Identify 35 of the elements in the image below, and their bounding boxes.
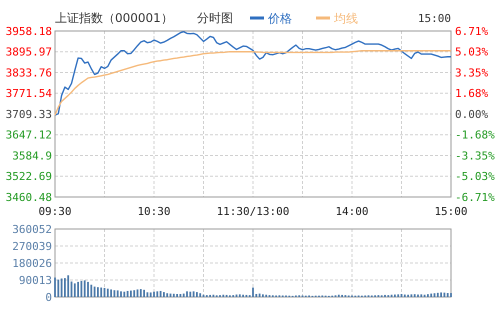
y-tick-label: 360052	[12, 222, 52, 236]
y-tick-label: 3460.48	[6, 190, 52, 204]
y-tick-label: 3771.54	[6, 87, 52, 100]
x-tick-label: 15:00	[434, 205, 468, 218]
x-tick-label: 14:00	[335, 205, 369, 218]
x-tick-label: 11:30/13:00	[216, 205, 290, 218]
y-tick-label: 3895.97	[6, 46, 52, 59]
legend-label: 均线	[333, 12, 358, 26]
text: 15:00	[418, 12, 451, 25]
legend-label: 价格	[267, 12, 292, 26]
chart-title: 上证指数（000001）	[55, 11, 173, 25]
y2-tick-label: -3.35%	[455, 149, 496, 162]
y-tick-label: 3958.18	[6, 24, 52, 38]
y2-tick-label: 6.71%	[455, 24, 488, 38]
y2-tick-label: 0.00%	[455, 108, 488, 121]
y-tick-label: 90013	[18, 274, 52, 287]
line-series	[54, 31, 452, 116]
y2-tick-label: -5.03%	[455, 170, 496, 184]
y2-tick-label: -1.68%	[455, 128, 496, 142]
y2-tick-label: 5.03%	[455, 46, 488, 59]
y-tick-label: 3522.69	[6, 170, 52, 184]
y2-tick-label: -6.71%	[455, 190, 496, 204]
line-series	[54, 50, 452, 116]
x-tick-label: 10:30	[137, 205, 171, 218]
chart-subtitle: 分时图	[197, 11, 233, 25]
y2-tick-label: 3.35%	[455, 66, 488, 80]
y-tick-label: 180026	[12, 256, 52, 270]
y-tick-label: 3647.12	[6, 128, 52, 142]
y-tick-label: 3709.33	[6, 108, 52, 121]
y2-tick-label: 1.68%	[455, 87, 488, 100]
y-tick-label: 3833.76	[6, 66, 52, 80]
y-tick-label: 0	[45, 290, 52, 304]
y-tick-label: 270039	[12, 240, 52, 253]
y-tick-label: 3584.9	[12, 149, 52, 162]
x-tick-label: 09:30	[38, 205, 72, 218]
